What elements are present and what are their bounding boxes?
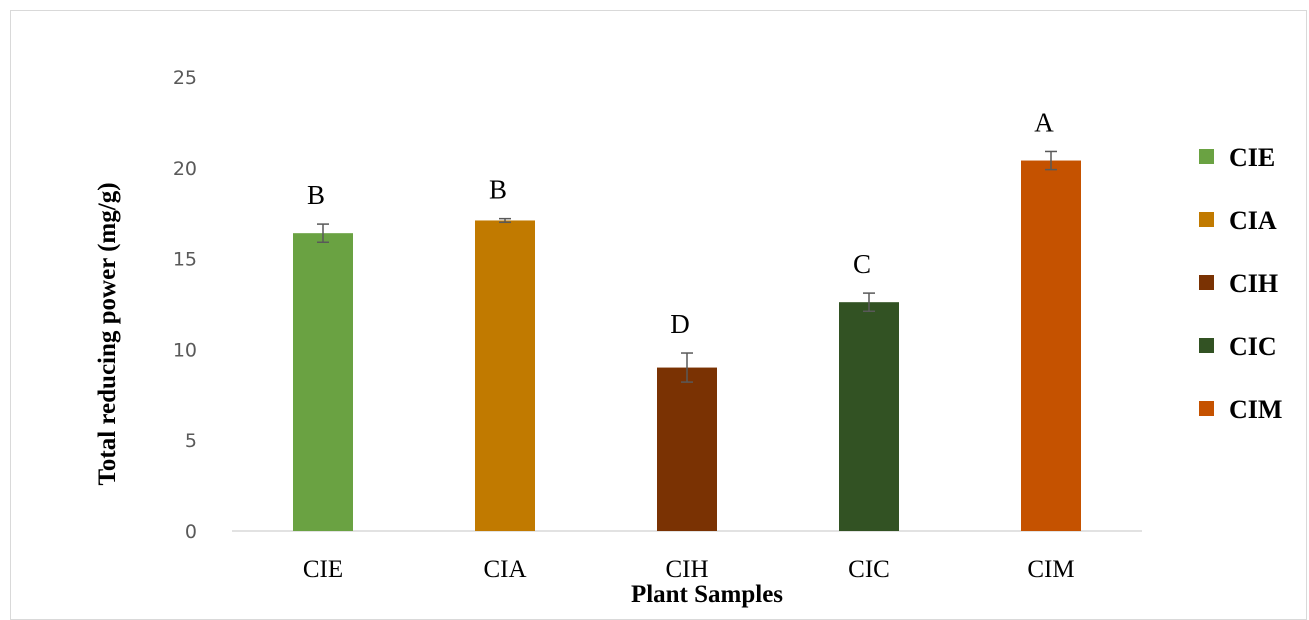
y-axis-title: Total reducing power (mg/g) [94,182,121,485]
significance-label: C [853,249,871,279]
bars [293,160,1081,532]
x-axis-title: Plant Samples [631,581,783,608]
legend-item-cic: CIC [1199,332,1277,361]
bar-cie [293,233,353,531]
legend-label: CIA [1229,206,1277,235]
legend-swatch [1199,149,1214,164]
y-tick-label: 0 [185,521,197,543]
legend-swatch [1199,275,1214,290]
significance-label: D [670,309,690,339]
legend: CIE CIA CIH CIC CIM [1199,143,1282,424]
significance-labels: B B D C A [307,107,1054,339]
y-tick-label: 5 [185,430,197,452]
x-tick-label: CIA [483,556,526,583]
y-tick-label: 10 [173,339,197,361]
bar-cih [657,367,717,531]
error-bar-cim [1045,150,1057,171]
bar-cic [839,302,899,531]
legend-item-cie: CIE [1199,143,1275,172]
y-tick-label: 25 [173,67,197,89]
legend-label: CIE [1229,143,1275,172]
error-bar-cic [863,292,875,313]
legend-label: CIM [1229,395,1282,424]
significance-label: A [1034,107,1054,137]
x-axis-categories: CIE CIA CIH CIC CIM [303,556,1075,583]
legend-item-cih: CIH [1199,269,1278,298]
legend-label: CIH [1229,269,1278,298]
significance-label: B [489,175,507,205]
bar-cia [475,220,535,532]
error-bars [317,150,1057,383]
x-tick-label: CIM [1027,556,1074,583]
legend-swatch [1199,401,1214,416]
error-bar-cie [317,223,329,244]
bar-cim [1021,160,1081,531]
legend-item-cim: CIM [1199,395,1282,424]
x-tick-label: CIE [303,556,343,583]
y-axis-ticks: 0 5 10 15 20 25 [173,67,197,543]
error-bar-cia [499,217,511,224]
legend-swatch [1199,212,1214,227]
legend-item-cia: CIA [1199,206,1277,235]
legend-swatch [1199,338,1214,353]
x-tick-label: CIH [665,556,708,583]
error-bar-cih [681,352,693,383]
x-tick-label: CIC [848,556,890,583]
significance-label: B [307,180,325,210]
y-tick-label: 15 [173,249,197,271]
y-tick-label: 20 [173,158,197,180]
legend-label: CIC [1229,332,1277,361]
